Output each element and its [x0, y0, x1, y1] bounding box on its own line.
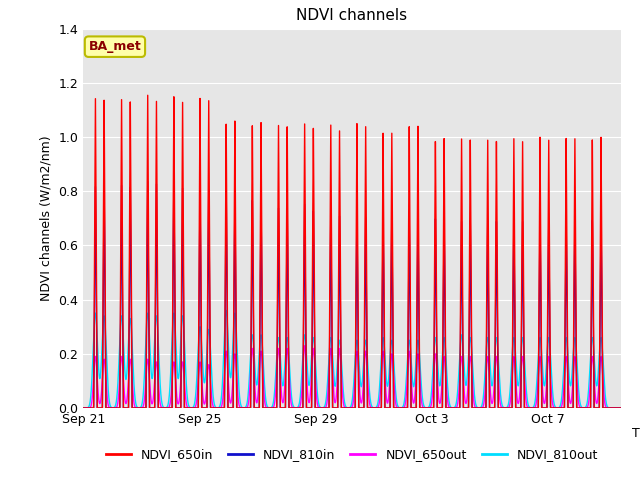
Y-axis label: NDVI channels (W/m2/nm): NDVI channels (W/m2/nm)	[40, 135, 52, 301]
Text: BA_met: BA_met	[88, 40, 141, 53]
Title: NDVI channels: NDVI channels	[296, 9, 408, 24]
Legend: NDVI_650in, NDVI_810in, NDVI_650out, NDVI_810out: NDVI_650in, NDVI_810in, NDVI_650out, NDV…	[100, 443, 604, 466]
X-axis label: Time: Time	[632, 427, 640, 440]
